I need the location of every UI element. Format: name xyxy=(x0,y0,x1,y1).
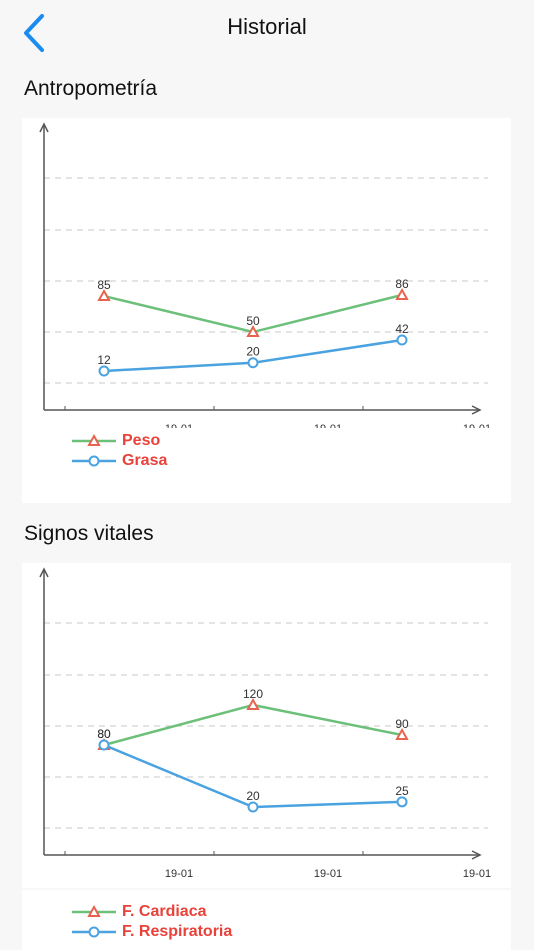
data-point-circle xyxy=(98,739,110,751)
legend-label: Peso xyxy=(122,432,161,449)
section-title-antropometria: Antropometría xyxy=(24,77,158,100)
legend-label: F. Respiratoria xyxy=(122,923,233,940)
data-point-circle xyxy=(396,796,408,808)
data-label: 86 xyxy=(395,277,409,291)
chart-card-antropometria: 19-01 19-01 19-01 85 50 86 12 20 42 Peso Grasa xyxy=(22,118,511,503)
x-tick-label: 19-01 xyxy=(165,423,193,428)
x-tick-label: 19-01 xyxy=(463,423,491,428)
legend-item-peso: Peso xyxy=(72,431,167,451)
data-label: 50 xyxy=(246,314,260,328)
x-tick-label: 19-01 xyxy=(314,423,342,428)
x-axis-arrow xyxy=(471,405,482,415)
triangle-line-icon xyxy=(72,904,116,917)
series-line xyxy=(103,703,403,747)
data-point-circle xyxy=(98,365,110,377)
back-button[interactable] xyxy=(18,12,52,54)
data-label: 80 xyxy=(97,727,111,741)
data-label: 20 xyxy=(246,345,260,359)
data-point-circle xyxy=(247,801,259,813)
x-tick-label: 19-01 xyxy=(463,868,491,880)
data-point-triangle xyxy=(395,727,409,740)
x-tick-label: 19-01 xyxy=(314,868,342,880)
data-point-circle xyxy=(247,357,259,369)
navigation-bar: Historial xyxy=(0,0,534,64)
data-label: 20 xyxy=(246,789,260,803)
circle-line-icon xyxy=(72,926,116,938)
data-label: 25 xyxy=(395,784,409,798)
circle-line-icon xyxy=(72,455,116,467)
x-axis-arrow xyxy=(471,850,482,860)
legend-item-grasa: Grasa xyxy=(72,451,167,471)
data-point-triangle xyxy=(246,697,260,710)
legend-item-f-respiratoria: F. Respiratoria xyxy=(72,922,232,942)
data-label: 120 xyxy=(243,687,263,701)
y-axis-arrow xyxy=(39,122,49,133)
data-label: 12 xyxy=(97,353,111,367)
legend-card-signos-vitales: F. Cardiaca F. Respiratoria xyxy=(22,890,511,950)
chart-legend: Peso Grasa xyxy=(72,431,167,471)
data-label: 85 xyxy=(97,278,111,292)
chart-card-signos-vitales: 19-01 19-01 19-01 80 120 90 80 20 25 xyxy=(22,563,511,888)
legend-label: F. Cardiaca xyxy=(122,903,207,920)
chevron-left-icon xyxy=(24,14,44,52)
y-axis-arrow xyxy=(39,567,49,578)
triangle-line-icon xyxy=(72,433,116,446)
data-point-circle xyxy=(396,334,408,346)
legend-item-f-cardiaca: F. Cardiaca xyxy=(72,902,232,922)
data-label: 90 xyxy=(395,717,409,731)
x-tick-label: 19-01 xyxy=(165,868,193,880)
data-point-triangle xyxy=(395,287,409,300)
data-point-triangle xyxy=(97,288,111,302)
section-title-signos-vitales: Signos vitales xyxy=(24,522,154,545)
chart-legend: F. Cardiaca F. Respiratoria xyxy=(72,902,232,942)
page-title: Historial xyxy=(227,14,307,39)
data-point-triangle xyxy=(246,324,260,337)
legend-label: Grasa xyxy=(122,452,168,469)
data-label: 42 xyxy=(395,322,409,336)
antropometria-chart: 19-01 19-01 19-01 85 50 86 12 20 42 xyxy=(39,122,491,435)
data-label: 80 xyxy=(97,727,111,741)
